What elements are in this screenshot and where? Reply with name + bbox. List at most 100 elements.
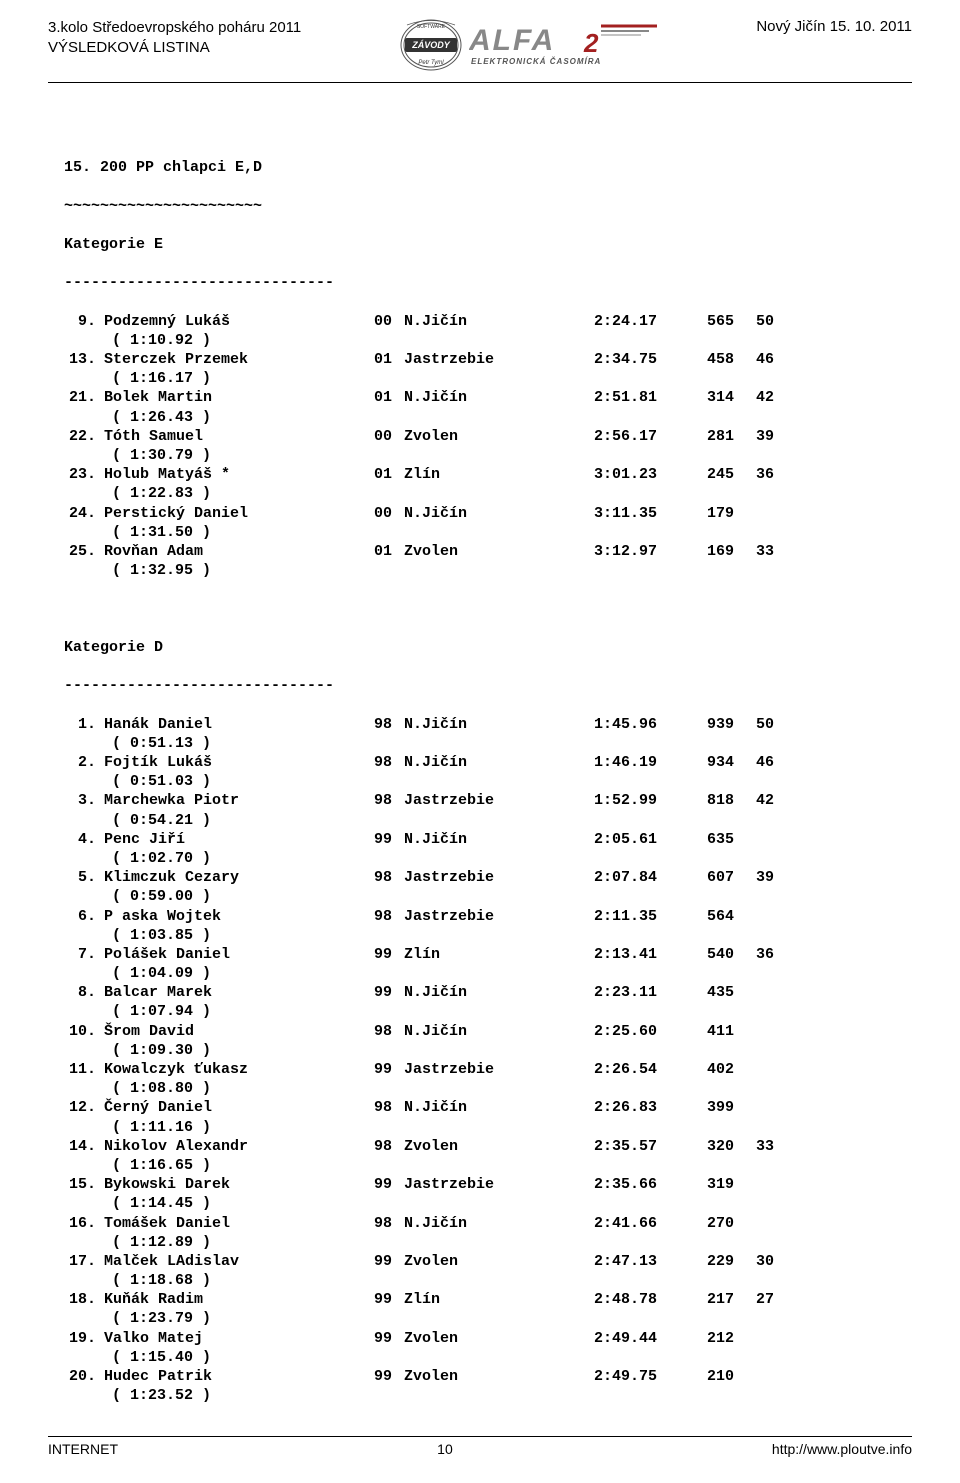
split-time: ( 1:03.85 ) xyxy=(112,926,896,945)
col-year: 01 xyxy=(374,350,404,369)
cat-e-rule: ------------------------------ xyxy=(64,273,896,292)
col-name: Holub Matyáš * xyxy=(104,465,374,484)
col-bonus: 36 xyxy=(734,945,774,964)
col-points: 939 xyxy=(684,715,734,734)
col-bonus xyxy=(734,1175,774,1194)
col-name: Hanák Daniel xyxy=(104,715,374,734)
col-bonus: 39 xyxy=(734,868,774,887)
col-points: 564 xyxy=(684,907,734,926)
col-rank: 21. xyxy=(64,388,104,407)
col-club: Zvolen xyxy=(404,427,594,446)
col-rank: 10. xyxy=(64,1022,104,1041)
split-time: ( 1:09.30 ) xyxy=(112,1041,896,1060)
col-bonus: 50 xyxy=(734,715,774,734)
col-name: Perstický Daniel xyxy=(104,504,374,523)
col-points: 565 xyxy=(684,312,734,331)
split-time: ( 1:32.95 ) xyxy=(112,561,896,580)
split-time: ( 1:16.65 ) xyxy=(112,1156,896,1175)
col-bonus: 46 xyxy=(734,753,774,772)
badge-bottom-text: Petr Tyml xyxy=(418,60,444,66)
col-bonus xyxy=(734,830,774,849)
split-time: ( 0:51.03 ) xyxy=(112,772,896,791)
col-name: Rovňan Adam xyxy=(104,542,374,561)
col-time: 2:49.44 xyxy=(594,1329,684,1348)
split-time: ( 1:07.94 ) xyxy=(112,1002,896,1021)
col-club: N.Jičín xyxy=(404,1022,594,1041)
col-points: 540 xyxy=(684,945,734,964)
col-time: 2:49.75 xyxy=(594,1367,684,1386)
col-club: Jastrzebie xyxy=(404,907,594,926)
split-time: ( 1:31.50 ) xyxy=(112,523,896,542)
col-rank: 17. xyxy=(64,1252,104,1271)
col-bonus: 42 xyxy=(734,388,774,407)
col-rank: 5. xyxy=(64,868,104,887)
col-club: N.Jičín xyxy=(404,715,594,734)
split-time: ( 1:16.17 ) xyxy=(112,369,896,388)
col-time: 2:35.57 xyxy=(594,1137,684,1156)
blank-line xyxy=(64,600,896,619)
col-bonus: 42 xyxy=(734,791,774,810)
col-name: Černý Daniel xyxy=(104,1098,374,1117)
col-points: 281 xyxy=(684,427,734,446)
cat-d-rule: ------------------------------ xyxy=(64,676,896,695)
col-club: N.Jičín xyxy=(404,1214,594,1233)
col-time: 2:24.17 xyxy=(594,312,684,331)
result-row: 6.P aska Wojtek98Jastrzebie2:11.35564 xyxy=(64,907,896,926)
col-year: 98 xyxy=(374,1098,404,1117)
col-bonus: 39 xyxy=(734,427,774,446)
col-time: 2:48.78 xyxy=(594,1290,684,1309)
result-row: 25.Rovňan Adam01Zvolen3:12.9716933 xyxy=(64,542,896,561)
col-name: Bykowski Darek xyxy=(104,1175,374,1194)
alfa2-logo-icon: ALFA 2 ELEKTRONICKÁ ČASOMÍRA xyxy=(469,20,659,70)
col-club: Jastrzebie xyxy=(404,350,594,369)
col-time: 2:07.84 xyxy=(594,868,684,887)
col-year: 99 xyxy=(374,830,404,849)
event-title: 15. 200 PP chlapci E,D xyxy=(64,158,896,177)
result-row: 16.Tomášek Daniel98N.Jičín2:41.66270 xyxy=(64,1214,896,1233)
col-club: N.Jičín xyxy=(404,983,594,1002)
result-row: 7.Polášek Daniel99Zlín2:13.4154036 xyxy=(64,945,896,964)
col-club: Zlín xyxy=(404,465,594,484)
col-time: 2:35.66 xyxy=(594,1175,684,1194)
category-d-label: Kategorie D xyxy=(64,638,896,657)
col-year: 99 xyxy=(374,945,404,964)
split-time: ( 1:15.40 ) xyxy=(112,1348,896,1367)
col-name: Polášek Daniel xyxy=(104,945,374,964)
col-rank: 20. xyxy=(64,1367,104,1386)
col-name: Šrom David xyxy=(104,1022,374,1041)
result-row: 10.Šrom David98N.Jičín2:25.60411 xyxy=(64,1022,896,1041)
badge-top-text: SOFTWARE xyxy=(417,24,446,30)
result-row: 21.Bolek Martin01N.Jičín2:51.8131442 xyxy=(64,388,896,407)
col-rank: 3. xyxy=(64,791,104,810)
col-time: 2:56.17 xyxy=(594,427,684,446)
col-rank: 1. xyxy=(64,715,104,734)
col-rank: 13. xyxy=(64,350,104,369)
col-name: Malček LAdislav xyxy=(104,1252,374,1271)
col-club: Zvolen xyxy=(404,1329,594,1348)
col-year: 98 xyxy=(374,868,404,887)
split-time: ( 0:54.21 ) xyxy=(112,811,896,830)
page-header: 3.kolo Středoevropského poháru 2011 VÝSL… xyxy=(0,0,960,78)
split-time: ( 1:23.52 ) xyxy=(112,1386,896,1405)
col-time: 2:34.75 xyxy=(594,350,684,369)
col-club: Zvolen xyxy=(404,1367,594,1386)
col-club: Zlín xyxy=(404,1290,594,1309)
col-time: 2:41.66 xyxy=(594,1214,684,1233)
col-points: 411 xyxy=(684,1022,734,1041)
col-rank: 24. xyxy=(64,504,104,523)
col-club: Zvolen xyxy=(404,1137,594,1156)
col-bonus: 36 xyxy=(734,465,774,484)
col-time: 3:11.35 xyxy=(594,504,684,523)
col-bonus: 33 xyxy=(734,1137,774,1156)
result-row: 11.Kowalczyk ťukasz99Jastrzebie2:26.5440… xyxy=(64,1060,896,1079)
result-row: 13.Sterczek Przemek01Jastrzebie2:34.7545… xyxy=(64,350,896,369)
software-badge-icon: SOFTWARE ZÁVODY Petr Tyml xyxy=(399,18,463,72)
split-time: ( 0:51.13 ) xyxy=(112,734,896,753)
badge-middle-text: ZÁVODY xyxy=(411,40,451,50)
col-points: 212 xyxy=(684,1329,734,1348)
col-bonus: 33 xyxy=(734,542,774,561)
col-time: 2:47.13 xyxy=(594,1252,684,1271)
col-club: Zlín xyxy=(404,945,594,964)
result-row: 5.Klimczuk Cezary98Jastrzebie2:07.846073… xyxy=(64,868,896,887)
split-time: ( 1:04.09 ) xyxy=(112,964,896,983)
